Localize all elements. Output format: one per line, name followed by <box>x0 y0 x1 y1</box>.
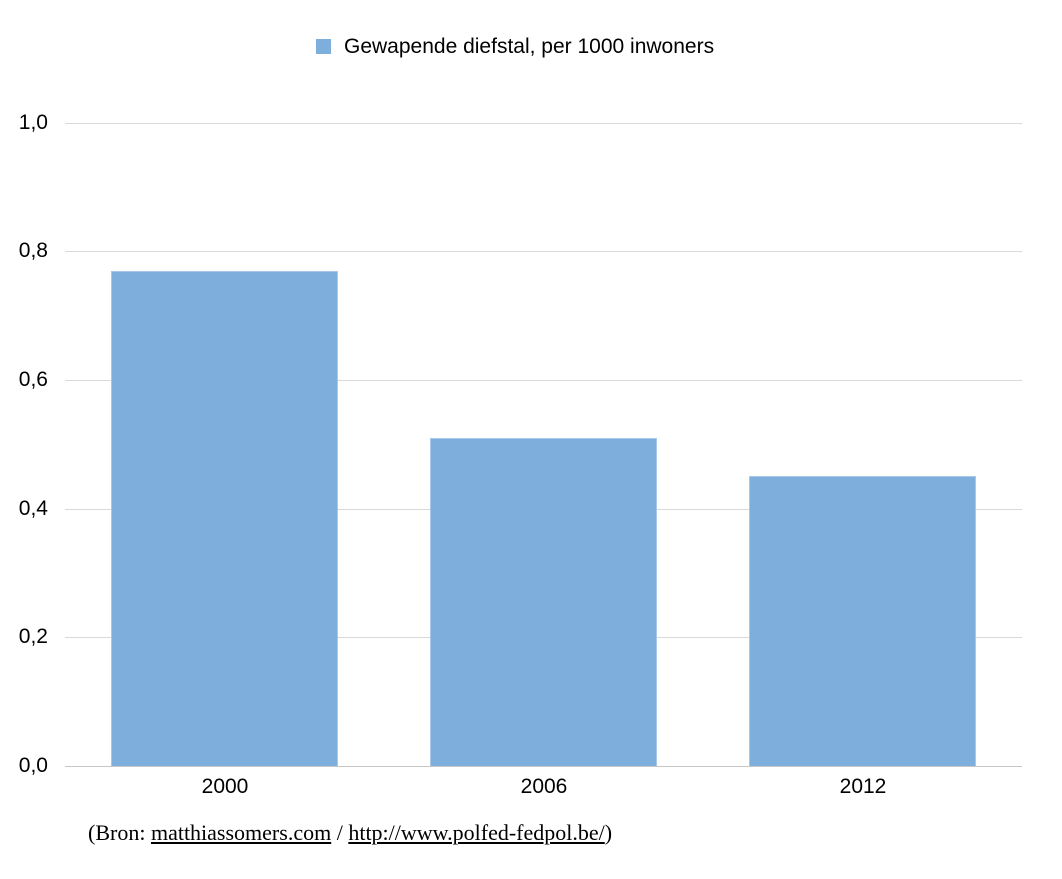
y-axis-tick-label: 0,8 <box>18 239 48 262</box>
source-prefix: (Bron: <box>88 820 151 845</box>
y-axis-tick-label: 1,0 <box>18 111 48 134</box>
source-suffix: ) <box>604 820 613 845</box>
x-axis-category-label: 2006 <box>520 775 568 798</box>
y-axis-tick-label: 0,2 <box>18 625 48 648</box>
legend-label: Gewapende diefstal, per 1000 inwoners <box>344 35 715 58</box>
x-axis-category-label: 2000 <box>201 775 249 798</box>
legend-swatch-icon <box>316 39 331 54</box>
source-link-matthiassomers[interactable]: matthiassomers.com <box>150 820 332 845</box>
x-axis-line <box>65 766 1022 767</box>
bar-chart: 0,0 0,2 0,4 0,6 0,8 1,0 2000 2006 2012 <box>18 111 1022 798</box>
bar-2006 <box>430 438 657 766</box>
source-separator: / <box>331 820 349 845</box>
source-caption: (Bron: matthiassomers.com / http://www.p… <box>88 819 612 847</box>
bar-2012 <box>749 476 976 766</box>
y-axis-tick-label: 0,0 <box>18 754 48 777</box>
gridline <box>65 123 1022 124</box>
chart-legend: Gewapende diefstal, per 1000 inwoners <box>316 36 714 57</box>
y-axis-tick-label: 0,6 <box>18 368 48 391</box>
bar-2000 <box>111 271 338 766</box>
gridline <box>65 251 1022 252</box>
y-axis-tick-label: 0,4 <box>18 497 48 520</box>
gridline <box>65 380 1022 381</box>
x-axis-category-label: 2012 <box>839 775 887 798</box>
source-link-polfed[interactable]: http://www.polfed-fedpol.be/ <box>348 820 605 845</box>
